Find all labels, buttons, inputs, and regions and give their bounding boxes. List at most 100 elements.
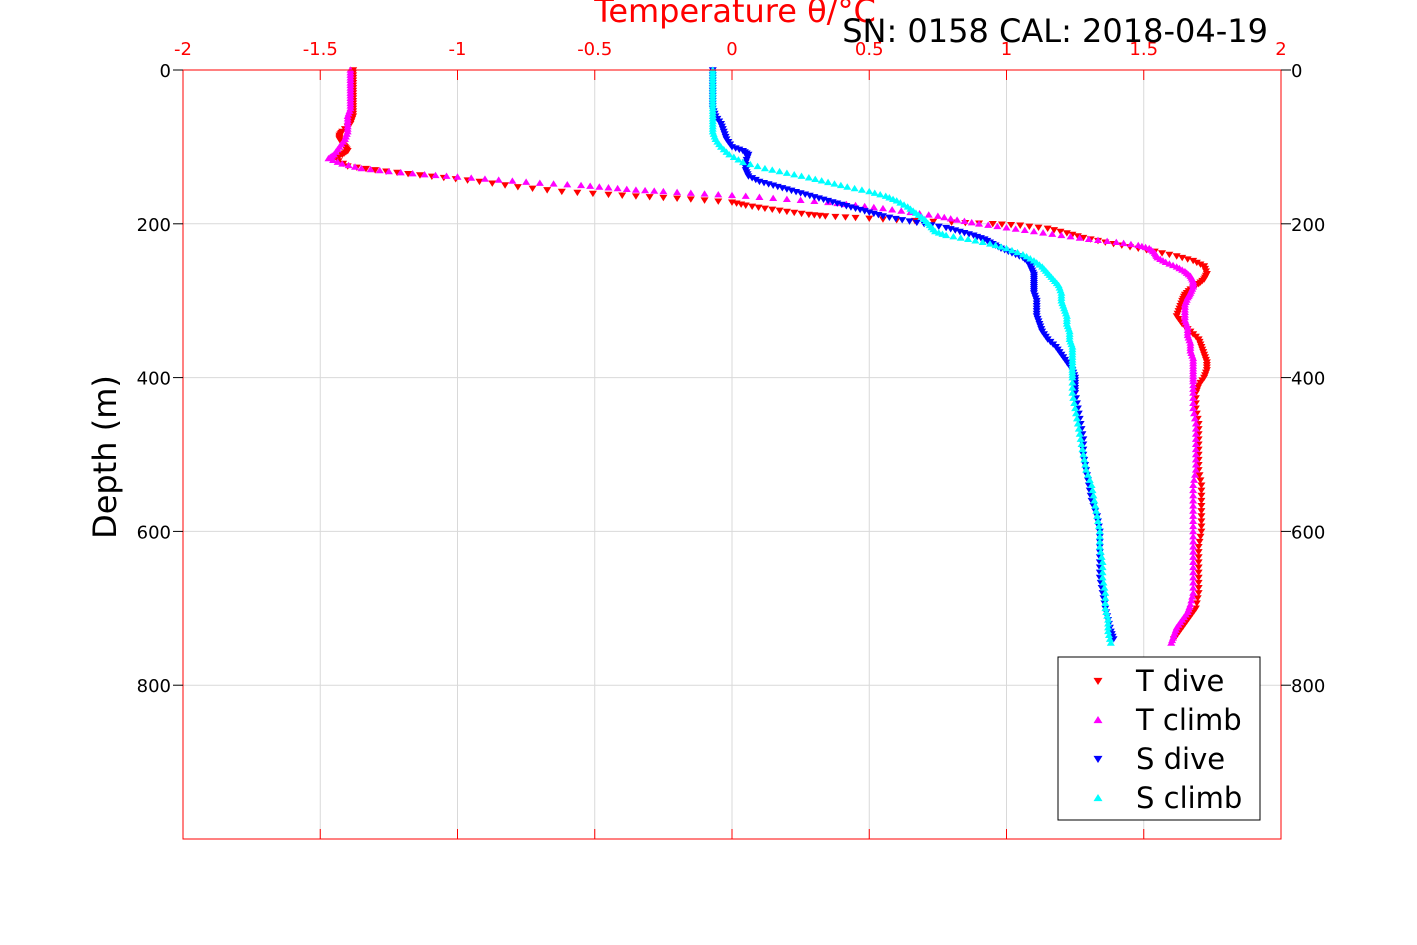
data-point bbox=[338, 160, 347, 167]
data-point bbox=[1191, 425, 1200, 432]
y-tick-label-left: 800 bbox=[137, 676, 171, 697]
legend-marker bbox=[1093, 793, 1103, 802]
data-point bbox=[775, 207, 784, 215]
data-point bbox=[1195, 472, 1204, 479]
data-point bbox=[1167, 639, 1176, 646]
data-point bbox=[797, 172, 806, 179]
data-point bbox=[622, 185, 631, 192]
data-point bbox=[366, 165, 375, 173]
y-tick-label-right: 600 bbox=[1291, 522, 1325, 543]
data-point bbox=[1066, 233, 1075, 240]
data-point bbox=[549, 180, 558, 187]
data-point bbox=[1189, 399, 1198, 407]
data-point bbox=[755, 193, 764, 200]
data-point bbox=[751, 176, 760, 184]
data-point bbox=[984, 221, 993, 228]
data-point bbox=[659, 194, 668, 202]
data-point bbox=[1126, 240, 1135, 248]
data-point bbox=[371, 167, 380, 174]
data-point bbox=[1194, 564, 1203, 571]
data-point bbox=[933, 212, 942, 219]
x-tick-label: 0 bbox=[726, 39, 737, 60]
data-point bbox=[1194, 574, 1203, 582]
data-point bbox=[824, 178, 833, 186]
data-point bbox=[934, 223, 943, 230]
data-point bbox=[1189, 584, 1198, 591]
data-point bbox=[851, 214, 860, 222]
data-point bbox=[1068, 374, 1077, 381]
data-point bbox=[1029, 227, 1038, 235]
data-point bbox=[604, 191, 613, 199]
data-point bbox=[1189, 579, 1198, 586]
data-point bbox=[1192, 259, 1201, 267]
y-tick-label-right: 200 bbox=[1291, 215, 1325, 236]
data-point bbox=[1189, 512, 1198, 519]
data-point bbox=[1196, 261, 1205, 268]
data-point bbox=[1191, 461, 1200, 468]
data-point bbox=[375, 166, 384, 174]
data-point bbox=[1020, 226, 1029, 234]
legend-label: T dive bbox=[1135, 664, 1224, 698]
data-point bbox=[1191, 435, 1200, 442]
data-point bbox=[897, 207, 906, 214]
data-point bbox=[1197, 482, 1206, 489]
data-point bbox=[1189, 527, 1198, 535]
data-point bbox=[1048, 230, 1057, 237]
data-point bbox=[865, 215, 874, 223]
data-point bbox=[1188, 593, 1197, 600]
data-point bbox=[865, 187, 874, 195]
data-point bbox=[1191, 445, 1200, 453]
data-point bbox=[1190, 415, 1199, 422]
data-point bbox=[1102, 608, 1111, 615]
data-point bbox=[329, 156, 338, 164]
data-point bbox=[357, 164, 366, 172]
y-tick-label-left: 600 bbox=[137, 522, 171, 543]
data-point bbox=[1101, 604, 1110, 612]
data-point bbox=[1106, 639, 1115, 646]
data-point bbox=[831, 213, 840, 221]
data-point bbox=[344, 161, 353, 169]
data-point bbox=[1098, 573, 1107, 581]
data-point bbox=[1194, 590, 1203, 597]
data-point bbox=[1192, 600, 1201, 607]
data-point bbox=[748, 203, 757, 210]
data-point bbox=[1056, 228, 1065, 236]
data-point bbox=[333, 158, 342, 165]
data-point bbox=[956, 234, 965, 241]
data-point bbox=[1069, 394, 1078, 401]
data-point bbox=[1194, 559, 1203, 566]
data-point bbox=[453, 173, 462, 180]
data-point bbox=[978, 238, 987, 246]
data-point bbox=[1090, 497, 1099, 504]
series-t-dive bbox=[329, 67, 1211, 643]
data-point bbox=[1112, 238, 1121, 246]
data-point bbox=[1025, 223, 1034, 230]
data-point bbox=[480, 175, 489, 182]
data-point bbox=[1013, 248, 1022, 256]
data-point bbox=[396, 168, 405, 176]
data-point bbox=[821, 213, 830, 220]
data-point bbox=[1098, 558, 1107, 565]
data-point bbox=[1191, 466, 1200, 473]
data-point bbox=[1016, 222, 1025, 229]
data-point bbox=[815, 212, 824, 220]
data-point bbox=[645, 194, 654, 201]
data-point bbox=[1189, 548, 1198, 555]
data-point bbox=[1189, 538, 1198, 545]
legend-marker bbox=[1093, 677, 1103, 686]
data-point bbox=[1071, 404, 1080, 412]
data-point bbox=[1081, 461, 1090, 468]
data-point bbox=[1011, 225, 1020, 232]
legend-label: T climb bbox=[1135, 703, 1242, 737]
data-point bbox=[1080, 456, 1089, 463]
data-point bbox=[1095, 538, 1104, 545]
data-point bbox=[1189, 522, 1198, 530]
data-point bbox=[1093, 512, 1102, 519]
data-point bbox=[1189, 563, 1198, 571]
data-point bbox=[929, 218, 938, 226]
data-point bbox=[725, 150, 734, 158]
data-point bbox=[1189, 558, 1198, 565]
data-point bbox=[1104, 620, 1113, 627]
